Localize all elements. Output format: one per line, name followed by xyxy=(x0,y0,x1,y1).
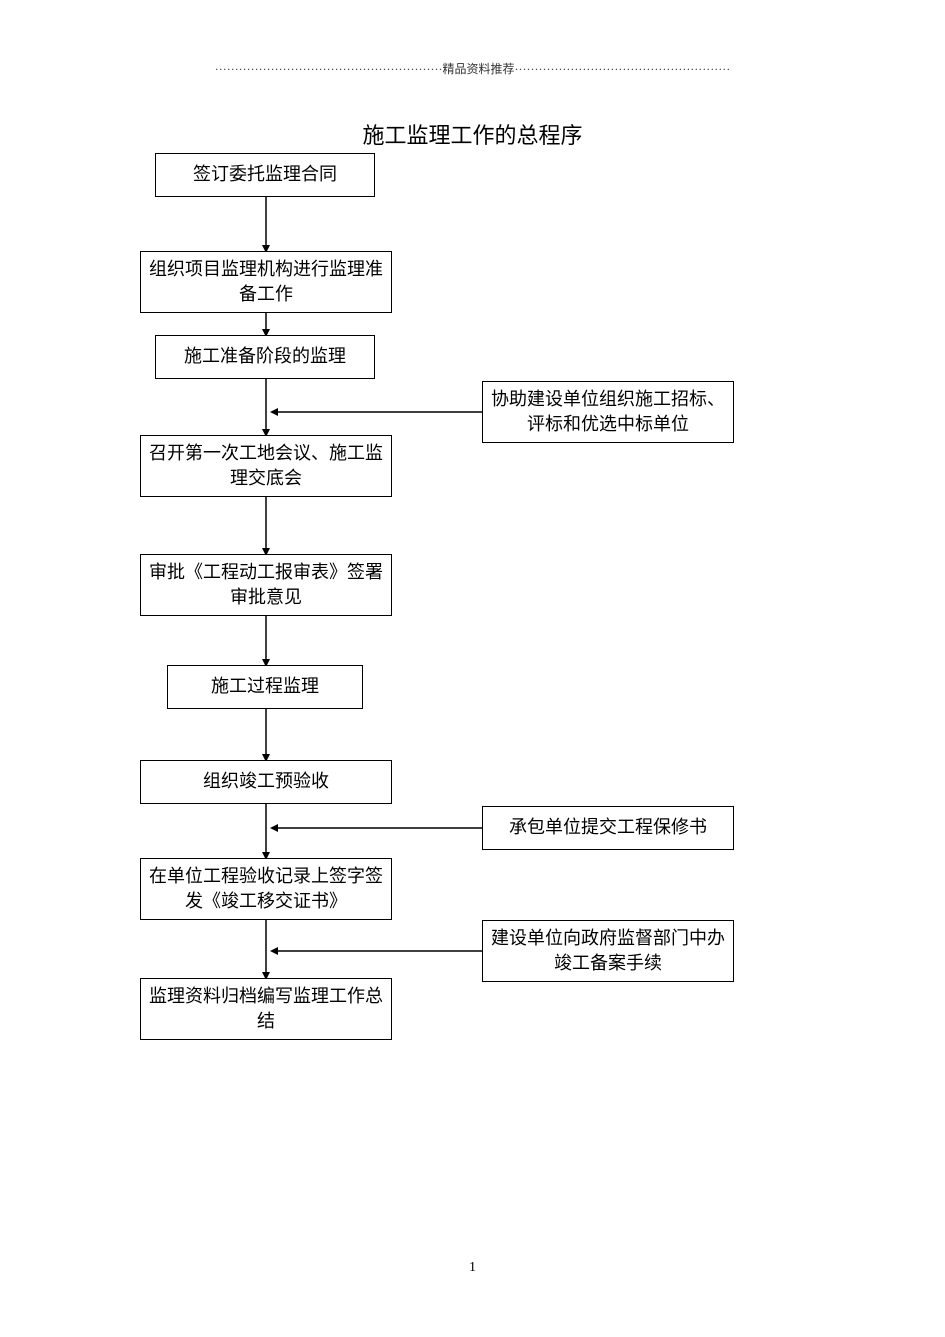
flowchart-edges xyxy=(0,0,945,1337)
flowchart-node-n9: 监理资料归档编写监理工作总结 xyxy=(140,978,392,1040)
flowchart-node-n4: 召开第一次工地会议、施工监理交底会 xyxy=(140,435,392,497)
flowchart-node-s1: 协助建设单位组织施工招标、评标和优选中标单位 xyxy=(482,381,734,443)
flowchart-node-n7: 组织竣工预验收 xyxy=(140,760,392,804)
flowchart-node-n6: 施工过程监理 xyxy=(167,665,363,709)
flowchart-node-s2: 承包单位提交工程保修书 xyxy=(482,806,734,850)
flowchart-node-s3: 建设单位向政府监督部门中办竣工备案手续 xyxy=(482,920,734,982)
flowchart-node-n3: 施工准备阶段的监理 xyxy=(155,335,375,379)
page-title: 施工监理工作的总程序 xyxy=(0,118,945,150)
page-number: 1 xyxy=(0,1260,945,1276)
flowchart-node-n5: 审批《工程动工报审表》签署审批意见 xyxy=(140,554,392,616)
flowchart-node-n1: 签订委托监理合同 xyxy=(155,153,375,197)
flowchart-node-n2: 组织项目监理机构进行监理准备工作 xyxy=(140,251,392,313)
header-decoration: ········································… xyxy=(100,60,845,77)
flowchart-node-n8: 在单位工程验收记录上签字签发《竣工移交证书》 xyxy=(140,858,392,920)
